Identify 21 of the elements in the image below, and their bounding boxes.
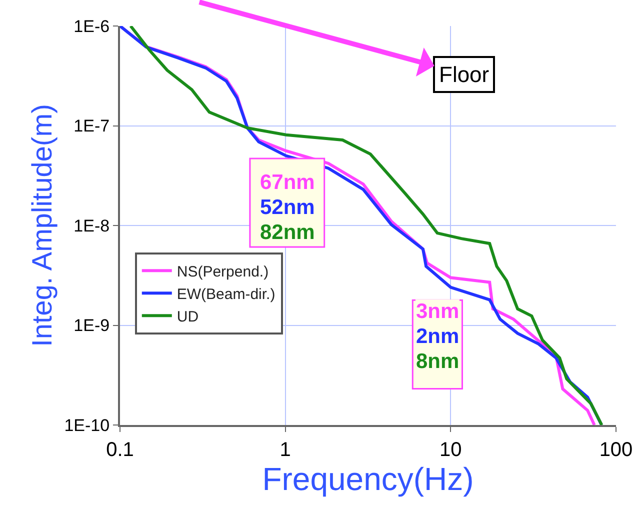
y-tick-label: 1E-8 [74,216,110,236]
x-tick-label: 100 [599,439,633,461]
legend-label: EW(Beam-dir.) [176,286,276,303]
y-tick-label: 1E-9 [74,316,110,336]
annotation: 67nm [260,171,315,194]
annotation: 2nm [416,325,460,348]
y-tick-label: 1E-6 [74,16,110,36]
legend-label: NS(Perpend.) [176,263,269,280]
annotation: Floor [439,62,490,87]
x-tick-label: 1 [280,439,291,461]
annotation: 3nm [416,300,460,323]
x-tick-label: 0.1 [106,439,134,461]
annotation: 82nm [260,221,315,244]
annotation: 8nm [416,350,460,373]
y-axis-title: Integ. Amplitude(m) [26,104,58,347]
legend-label: UD [176,308,199,326]
y-tick-label: 1E-7 [74,116,110,136]
x-axis-title: Frequency(Hz) [262,461,474,497]
x-tick-label: 10 [440,439,462,461]
annotation: 52nm [260,196,315,219]
y-tick-label: 1E-10 [64,416,110,435]
